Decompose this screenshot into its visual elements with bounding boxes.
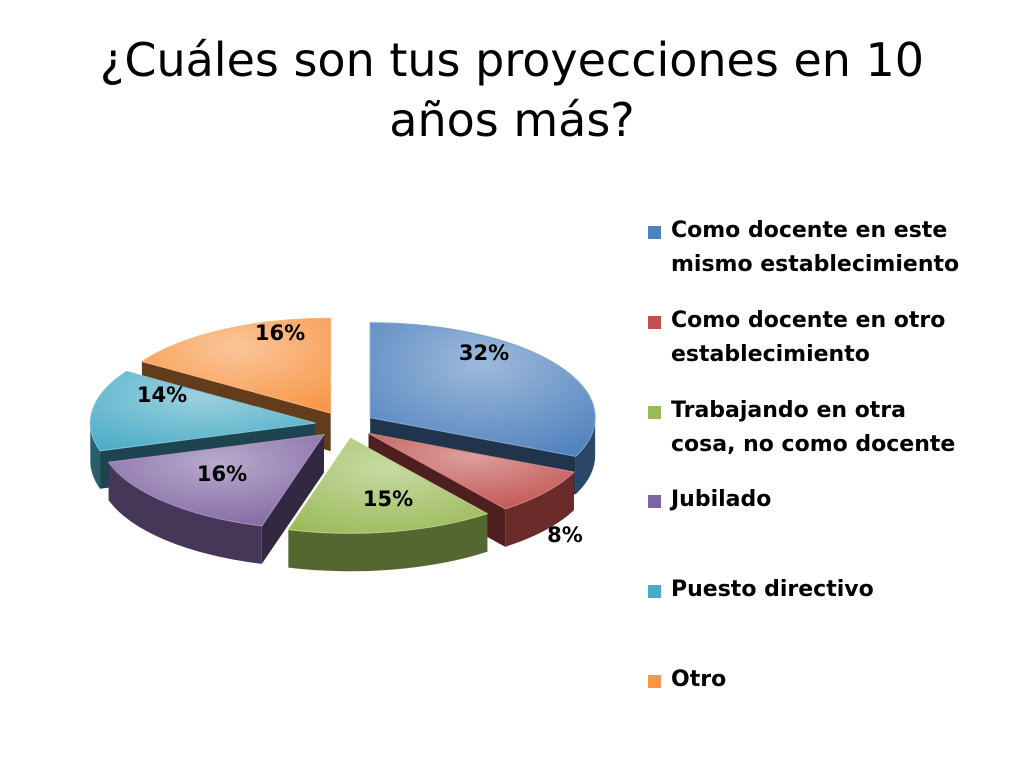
- pie-slice-top: [89, 370, 316, 452]
- pie-slice-otra-cosa: [287, 437, 489, 572]
- legend-label: Como docente en otro establecimiento: [671, 308, 946, 367]
- legend-item-docente-mismo: Como docente en este mismo establecimien…: [648, 214, 1008, 282]
- pie-slice-top: [368, 432, 576, 510]
- pie-slice-top: [107, 433, 325, 527]
- legend-label: Jubilado: [671, 487, 772, 512]
- legend-label: Trabajando en otra cosa, no como docente: [671, 398, 956, 457]
- legend-item-otro: Otro: [648, 663, 1008, 697]
- legend-swatch: [648, 406, 661, 419]
- legend-item-puesto-directivo: Puesto directivo: [648, 573, 1008, 607]
- data-label-otra-cosa: 15%: [363, 487, 413, 511]
- legend-label: Otro: [671, 667, 727, 692]
- legend-swatch: [648, 495, 661, 508]
- legend-item-otra-cosa: Trabajando en otra cosa, no como docente: [648, 394, 1008, 462]
- pie-slice-jubilado: [107, 433, 325, 564]
- pie-slice-top: [369, 322, 596, 457]
- legend-swatch: [648, 675, 661, 688]
- legend-swatch: [648, 316, 661, 329]
- pie-slice-outer-wall: [108, 462, 262, 564]
- legend-item-jubilado: Jubilado: [648, 483, 1008, 517]
- data-label-jubilado: 16%: [197, 462, 247, 486]
- data-label-docente-otro: 8%: [547, 523, 583, 547]
- pie-slice-outer-wall: [288, 513, 488, 572]
- data-label-otro: 16%: [255, 321, 305, 345]
- pie-slice-outer-wall: [505, 472, 574, 547]
- data-label-docente-mismo: 32%: [459, 341, 509, 365]
- data-label-puesto-directivo: 14%: [137, 383, 187, 407]
- pie-slice-outer-wall: [90, 423, 101, 489]
- legend-swatch: [648, 585, 661, 598]
- legend-item-docente-otro: Como docente en otro establecimiento: [648, 304, 1008, 372]
- page-title: ¿Cuáles son tus proyecciones en 10 años …: [99, 33, 925, 147]
- legend-swatch: [648, 226, 661, 239]
- legend-label: Como docente en este mismo establecimien…: [671, 218, 960, 277]
- pie-slice-top: [287, 437, 489, 534]
- legend-label: Puesto directivo: [671, 577, 874, 602]
- pie-slice-top: [140, 317, 332, 414]
- pie-slice-outer-wall: [575, 417, 596, 495]
